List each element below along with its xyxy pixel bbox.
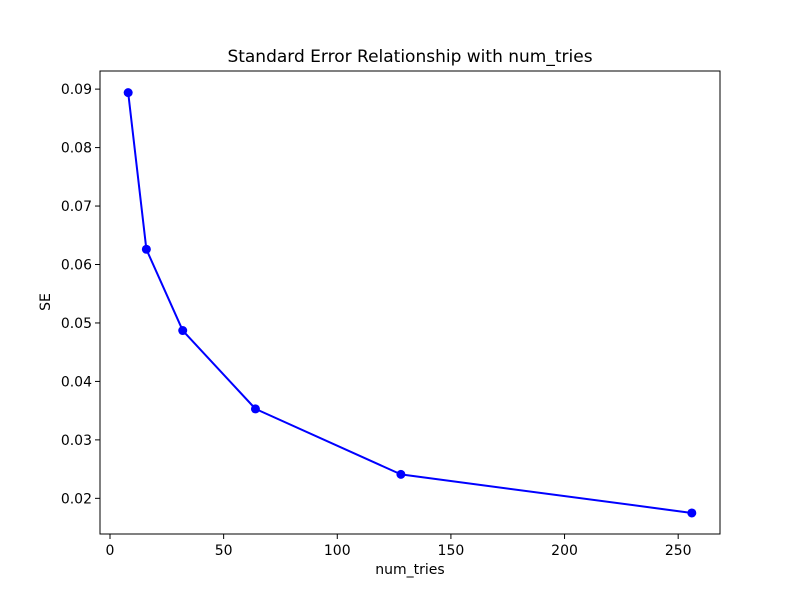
- x-tick-label: 150: [438, 543, 465, 559]
- x-tick-label: 200: [551, 543, 578, 559]
- series-line: [127, 91, 693, 514]
- y-tick-label: 0.07: [61, 199, 92, 215]
- y-tick-label: 0.09: [61, 82, 92, 98]
- y-tick-label: 0.08: [61, 141, 92, 157]
- x-axis-label: num_tries: [375, 562, 445, 578]
- x-tick-label: 0: [106, 543, 115, 559]
- chart-title: Standard Error Relationship with num_tri…: [227, 47, 593, 67]
- x-tick-label: 250: [665, 543, 692, 559]
- x-tick-label: 100: [324, 543, 351, 559]
- data-point: [687, 508, 697, 518]
- data-point: [178, 326, 188, 336]
- y-tick-label: 0.06: [61, 258, 92, 274]
- data-point: [396, 469, 406, 479]
- x-tick-label: 50: [215, 543, 233, 559]
- data-point: [141, 244, 151, 254]
- y-tick-label: 0.05: [61, 316, 92, 332]
- y-tick-label: 0.03: [61, 433, 92, 449]
- data-point: [123, 88, 133, 98]
- y-tick-label: 0.04: [61, 374, 92, 390]
- y-tick-label: 0.02: [61, 491, 92, 507]
- axes-frame: [99, 70, 721, 535]
- data-point: [250, 404, 260, 414]
